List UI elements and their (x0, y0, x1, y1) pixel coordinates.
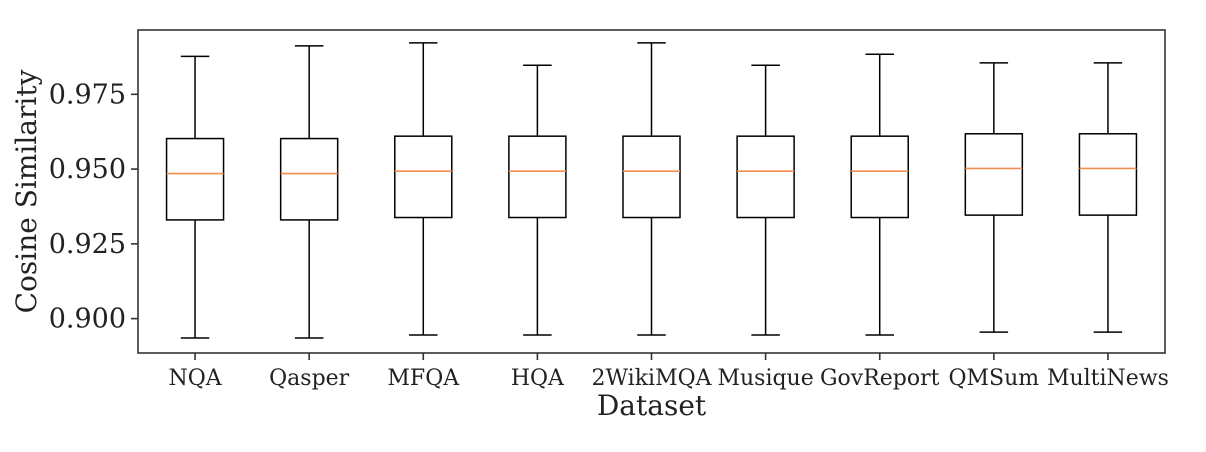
x-tick-label: Qasper (269, 366, 350, 391)
y-tick-label: 0.900 (49, 304, 126, 335)
plot-area-frame (137, 29, 1166, 354)
x-tick-label: MFQA (387, 366, 460, 391)
box-group-2wikimqa (622, 42, 681, 336)
box-iqr (1078, 133, 1138, 216)
y-axis-ticks: 0.900 0.925 0.950 0.975 (49, 79, 138, 335)
y-axis-label: Cosine Similarity (10, 69, 43, 313)
box-iqr (850, 135, 909, 219)
x-tick-label: MultiNews (1047, 366, 1169, 391)
box-group-govreport (850, 53, 909, 336)
x-tick-label: NQA (168, 366, 222, 391)
box-group-nqa (165, 55, 225, 339)
x-axis-ticks: NQA Qasper MFQA HQA 2WikiMQA Musique GovReport… (168, 353, 1169, 391)
x-tick-label: GovReport (820, 366, 940, 391)
plot-layer (165, 42, 1138, 339)
box-iqr (165, 137, 225, 221)
x-tick-label: Musique (717, 366, 813, 391)
box-group-qmsum (964, 62, 1024, 333)
y-tick-label: 0.925 (49, 229, 126, 260)
box-iqr (279, 137, 339, 221)
box-group-musique (736, 64, 795, 336)
box-iqr (508, 135, 567, 219)
x-tick-label: 2WikiMQA (591, 366, 712, 391)
y-tick-label: 0.950 (49, 154, 126, 185)
x-tick-label: QMSum (948, 366, 1039, 391)
box-iqr (394, 135, 453, 219)
box-group-mfqa (394, 42, 453, 336)
y-tick-label: 0.975 (49, 79, 126, 110)
x-axis-label: Dataset (597, 389, 707, 422)
box-group-qasper (279, 45, 339, 339)
box-iqr (736, 135, 795, 219)
x-tick-label: HQA (511, 366, 565, 391)
box-group-multinews (1078, 62, 1138, 333)
box-iqr (622, 135, 681, 219)
box-iqr (964, 133, 1024, 216)
box-group-hqa (508, 64, 567, 336)
